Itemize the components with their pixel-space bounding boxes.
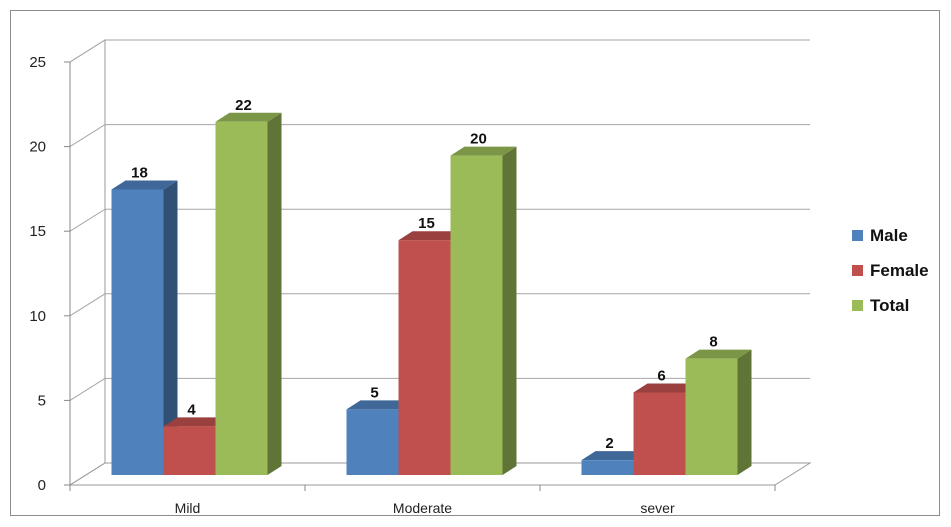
x-category-label: Mild [175, 500, 201, 516]
bar-top [346, 400, 413, 410]
y-tick-label: 15 [29, 223, 46, 240]
y-tick-label: 20 [29, 139, 46, 156]
bar-front [163, 426, 216, 475]
bar-side [267, 112, 282, 475]
x-category-label: sever [640, 500, 675, 516]
bar-total-mild [215, 112, 282, 475]
y-axis-ticks: 0 5 10 15 20 25 [29, 54, 71, 494]
bar-top [215, 112, 282, 122]
bar-side [737, 349, 752, 475]
bar-total-moderate [450, 146, 517, 475]
y-tick-label: 10 [29, 308, 46, 325]
bar-front [346, 409, 399, 475]
data-label: 15 [418, 215, 435, 232]
bar-front [685, 358, 738, 475]
bar-top [685, 349, 752, 359]
data-label: 20 [470, 131, 487, 148]
gridline [69, 208, 810, 232]
data-label: 6 [657, 367, 665, 384]
gridline [69, 124, 810, 148]
bar-front [581, 460, 634, 475]
bar-front [111, 189, 164, 475]
legend: Male Female Total [852, 226, 929, 315]
legend-label-total: Total [870, 296, 909, 315]
legend-swatch-total [852, 300, 863, 311]
bar-top [450, 146, 517, 156]
x-axis-categories: Mild Moderate sever [69, 485, 776, 516]
bar-side [163, 180, 178, 475]
gridlines [69, 39, 810, 401]
bar-front [633, 392, 686, 475]
bar-male-mild [111, 180, 178, 475]
data-label: 2 [605, 435, 613, 452]
bar-top [581, 451, 648, 461]
legend-swatch-female [852, 265, 863, 276]
y-tick-label: 0 [38, 477, 46, 494]
bar-front [450, 155, 503, 475]
bar-top [163, 417, 230, 427]
gridline [69, 377, 810, 401]
bar-total-sever [685, 349, 752, 475]
legend-swatch-male [852, 230, 863, 241]
bar-front [398, 240, 451, 475]
bars: 18 4 22 5 15 20 2 6 8 [111, 97, 752, 475]
legend-label-male: Male [870, 226, 908, 245]
data-label: 18 [131, 164, 148, 181]
bar-top [111, 180, 178, 190]
data-label: 8 [709, 334, 717, 351]
chart-frame [10, 10, 940, 516]
gridline [69, 293, 810, 317]
gridline [69, 39, 810, 63]
x-category-label: Moderate [393, 500, 452, 516]
side-wall [69, 39, 106, 486]
data-label: 5 [370, 384, 378, 401]
bar-front [215, 121, 268, 475]
y-tick-label: 5 [38, 392, 46, 409]
bar-top [398, 231, 465, 241]
legend-label-female: Female [870, 261, 929, 280]
y-tick-label: 25 [29, 54, 46, 71]
bar-top [633, 383, 700, 393]
data-label: 22 [235, 97, 252, 114]
data-label: 4 [187, 401, 196, 418]
bar-side [502, 146, 517, 475]
